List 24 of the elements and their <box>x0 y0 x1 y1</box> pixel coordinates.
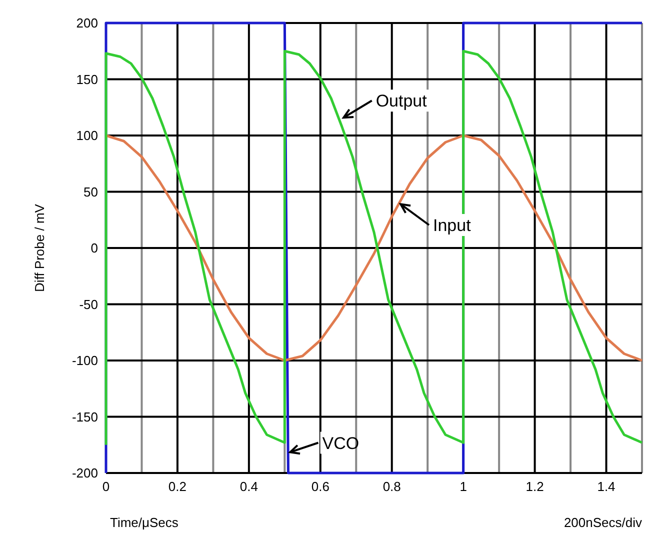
x-tick-label: 0 <box>102 479 110 494</box>
y-tick-label: 100 <box>76 128 98 143</box>
x-tick-label: 0.8 <box>382 479 401 494</box>
x-axis-title: Time/μSecs <box>110 515 179 530</box>
y-tick-label: 50 <box>84 184 98 200</box>
y-tick-label: -100 <box>72 353 98 368</box>
text: 200nSecs/div <box>564 515 642 530</box>
y-tick-label: 0 <box>90 240 98 256</box>
x-tick-label: 0.6 <box>311 479 330 494</box>
y-tick-label: -150 <box>72 409 98 424</box>
y-axis-title: Diff Probe / mV <box>32 204 47 292</box>
annotation: Input <box>433 216 472 235</box>
annotation: Output <box>376 92 428 111</box>
y-tick-label: 200 <box>76 16 98 30</box>
annotation: VCO <box>322 434 360 453</box>
x-tick-label: 1.4 <box>597 479 616 494</box>
x-tick-label: 1 <box>460 479 467 494</box>
x-tick-label: 0.2 <box>168 479 187 494</box>
x-tick-label: 0.4 <box>240 479 258 494</box>
x-tick-label: 1.2 <box>526 479 544 494</box>
line-series <box>104 134 644 362</box>
y-tick-label: -200 <box>72 466 98 480</box>
y-tick-label: -50 <box>79 296 98 312</box>
y-tick-label: 150 <box>76 72 98 87</box>
